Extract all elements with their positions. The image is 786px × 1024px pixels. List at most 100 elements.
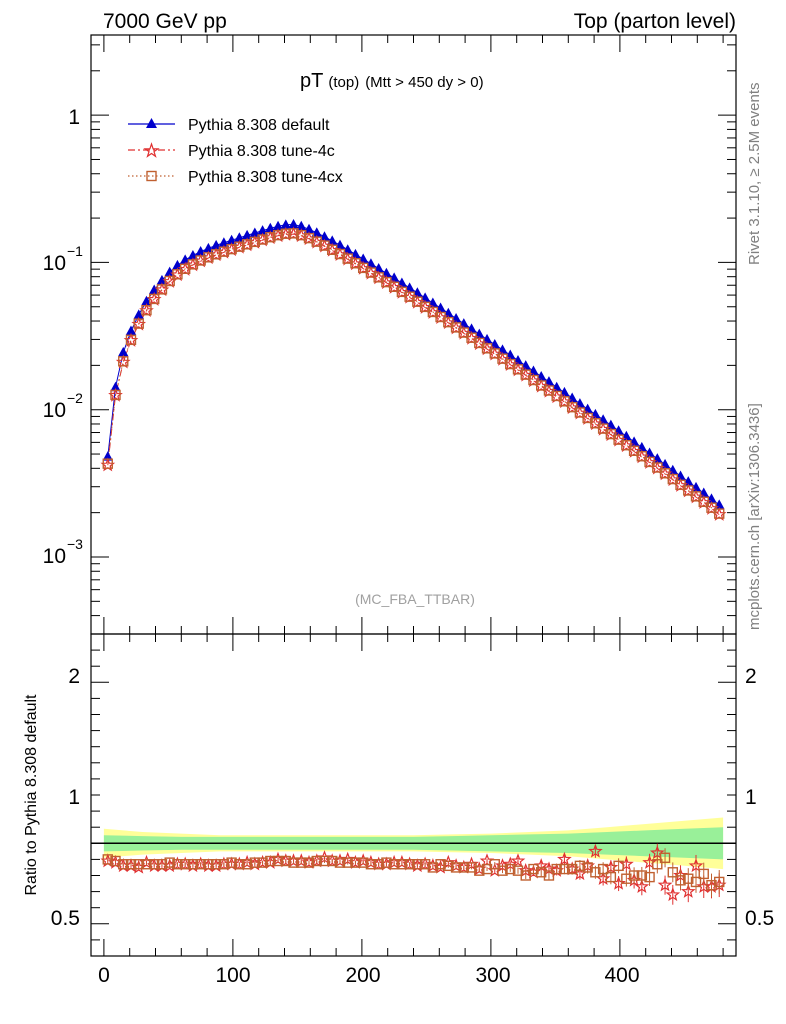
series-2-point [118,356,129,367]
series-2-point [443,316,454,328]
series-2-point [698,496,709,507]
ratio-series-1-point [613,860,624,872]
header-left: 7000 GeV pp [103,10,227,33]
ratio-series-1-point [536,867,547,878]
series-2-point [528,374,539,386]
ratio-series-1-point [404,859,415,870]
series-2-point [249,236,261,248]
legend-entry-tune-4c: Pythia 8.308 tune-4c [128,142,335,160]
series-2-point [628,445,640,456]
series-2-point [272,229,284,241]
ratio-series-1-point [652,859,663,870]
series-0-point [296,220,307,231]
main-ytick-label-2: 10 [43,399,66,422]
legend-marker-tune-4cx [146,170,157,182]
ratio-series-1-point [172,859,183,870]
series-2-point [110,389,121,401]
xtick-label-200: 200 [345,964,380,987]
ratio-series-1-point [574,860,586,872]
series-2-point [280,228,291,239]
ratio-series-1-point [288,857,299,868]
series-2-point [605,428,617,440]
ratio-series-1-point [489,859,500,870]
series-2-point [102,458,113,469]
series-2-point [683,485,694,496]
ratio-series-1-point [675,875,686,886]
series-2-point [226,243,237,255]
series-2-point [172,269,183,280]
ratio-series-1-point [435,859,446,870]
ratio-ytick-label-right-1: 1 [745,786,757,809]
ratio-series-1-point [365,859,377,870]
ratio-series-1-point [210,859,222,870]
ratio-series-0-point [680,883,696,898]
ratio-series-1-point [218,859,230,870]
series-2-point [241,239,253,250]
ratio-series-1-point [241,859,253,870]
series-2-point [621,440,632,451]
main-axis-ticks [91,35,736,635]
ratio-series-1-point [110,855,121,867]
series-2-point [652,462,663,473]
series-line-0 [107,223,720,506]
ratio-series-1-point [388,859,400,870]
ratio-series-1-point [590,867,601,878]
series-2-point [125,334,137,346]
series-0-point [133,309,144,319]
ratio-series-1-point [551,863,562,875]
series-2-point [156,284,168,295]
series-2-point [543,385,555,396]
legend: Pythia 8.308 default Pythia 8.308 tune-4… [128,117,343,186]
ratio-series-1-point [528,863,539,875]
series-2-point [520,369,531,380]
ratio-series-1-point [334,857,346,868]
series-2-point [551,390,562,402]
series-2-point [489,348,500,359]
series-2-point [559,396,570,407]
xtick-label-400: 400 [604,964,639,987]
series-2-point [203,252,214,263]
ratio-series-1-point [272,855,284,867]
ratio-series-1-point [706,879,717,891]
ratio-axis-ticks [91,634,736,956]
ratio-ylabel: Ratio to Pythia 8.308 default [23,694,40,896]
main-ytick-exponent-3: −3 [67,536,83,552]
ratio-frame [90,633,737,957]
ratio-series-1-point [458,862,470,873]
ratio-ytick-label-right-0: 0.5 [745,907,774,930]
series-2-point [590,418,601,429]
series-2-point [714,508,725,519]
ratio-series-1-point [520,870,531,881]
ratio-series-1-point [149,859,160,870]
analysis-watermark: (MC_FBA_TTBAR) [355,591,475,607]
ratio-series-1-point [249,857,261,868]
series-2-point [195,255,206,266]
plot-title: pT (top) (Mtt > 450 dy > 0) [300,70,484,92]
ratio-series-0-point [618,856,634,871]
series-2-point [582,412,593,424]
ratio-series-1-point [257,857,268,868]
main-ytick-exponent-1: −1 [67,243,83,259]
ratio-series-1-point [497,865,508,876]
series-2-point [512,364,524,375]
main-plot-area [100,218,727,521]
series-2-point [597,423,609,434]
ratio-series-0-point [665,887,681,902]
ratio-series-1-point [357,857,369,868]
main-ytick-label-1: 10 [43,252,66,275]
ratio-series-0-point [588,843,603,858]
ratio-series-1-point [443,860,454,872]
ratio-series-1-point [450,862,462,873]
ratio-series-1-point [179,859,191,870]
series-2-point [659,468,671,479]
ratio-series-0-point [634,879,650,893]
ratio-ytick-label-0: 0.5 [51,907,80,930]
ratio-series-1-point [311,855,322,867]
series-0-point [118,346,129,357]
series-2-point [133,318,144,329]
mcplots-label: mcplots.cern.ch [arXiv:1306.3436] [746,403,763,630]
ratio-series-1-point [412,859,423,870]
ratio-series-1-point [195,859,206,870]
series-2-point [288,228,299,239]
ratio-series-1-point [303,857,315,868]
